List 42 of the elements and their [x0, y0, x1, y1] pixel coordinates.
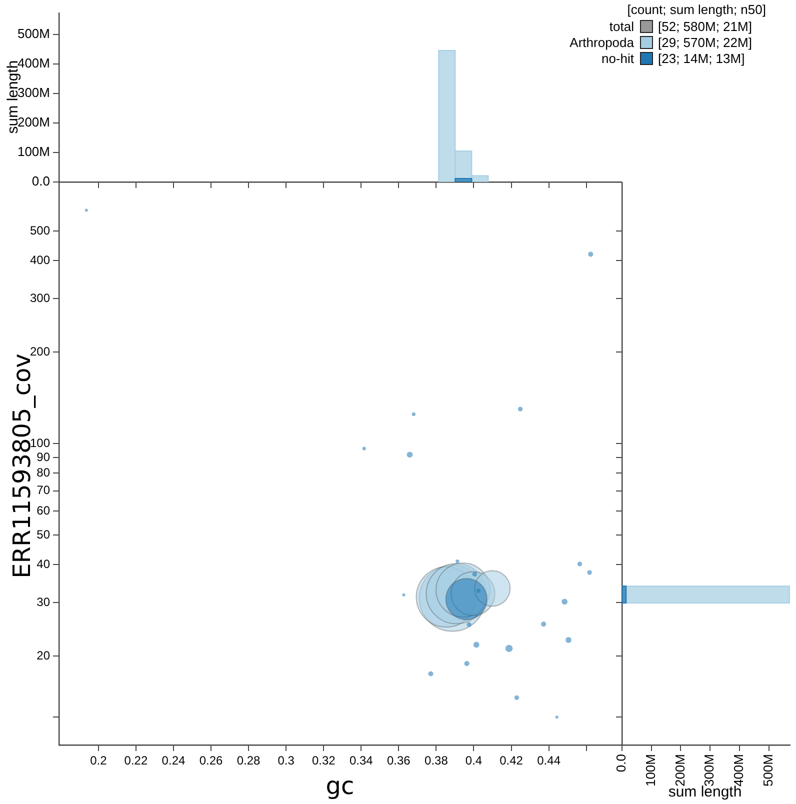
x-tick-label: 0.34 [349, 754, 374, 768]
x-tick-label: 0.26 [199, 754, 224, 768]
x-tick-label: 0.24 [162, 754, 186, 768]
x-tick-label: 0.28 [236, 754, 261, 768]
x-tick-label: 0.2 [90, 754, 108, 768]
x-tick-label: 200M [672, 754, 688, 787]
legend-label: total [609, 18, 634, 34]
y-tick-label: 70 [36, 483, 50, 498]
y-tick-label: 0.0 [32, 174, 50, 189]
text: [23; 14M; 13M] [658, 50, 746, 66]
x-tick-label: 0.44 [537, 754, 561, 768]
legend-label: no-hit [601, 50, 634, 66]
x-tick-label: 400M [731, 754, 746, 787]
y-tick-label: 400 [30, 252, 50, 267]
y-tick-label: 500 [30, 224, 50, 238]
y-tick-label: 30 [36, 594, 50, 609]
legend-label: Arthropoda [570, 34, 634, 50]
text: [29; 570M; 22M] [658, 34, 753, 50]
x-tick-label: 0.42 [500, 754, 524, 768]
legend-title: [count; sum length; n50] [626, 2, 767, 18]
x-tick-label: 0.3 [278, 754, 295, 768]
y-tick-label: 80 [36, 465, 50, 480]
x-tick-label: 0.0 [614, 754, 629, 772]
x-axis-title: gc [326, 772, 354, 800]
y-tick-label: 50 [36, 527, 50, 542]
x-tick-label: 500M [760, 754, 776, 787]
x-tick-label: 0.22 [124, 754, 148, 768]
y-tick-label: 100M [17, 144, 50, 160]
x-tick-label: 0.32 [312, 754, 336, 768]
x-tick-label: 100M [642, 754, 658, 787]
text: [52; 580M; 21M] [658, 18, 753, 34]
y-tick-label: 90 [36, 450, 50, 464]
y-tick-label: 40 [36, 556, 50, 571]
y-tick-label: 500M [17, 26, 50, 41]
y-tick-label: 60 [36, 503, 50, 518]
y-tick-label: 200 [30, 344, 50, 358]
x-tick-label: 0.4 [465, 754, 482, 768]
y-tick-label: 300 [30, 290, 50, 305]
x-tick-label: 300M [702, 754, 717, 787]
x-tick-label: 0.38 [424, 754, 448, 768]
x-tick-label: 0.36 [386, 754, 411, 768]
y-tick-label: 20 [36, 648, 50, 662]
